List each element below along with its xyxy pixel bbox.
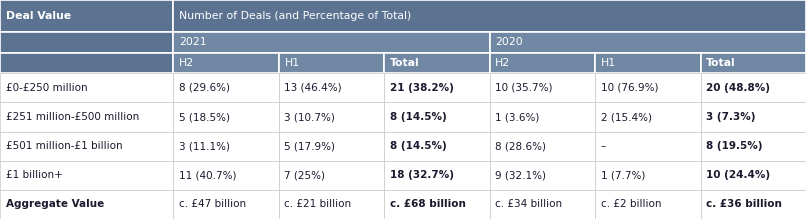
- Text: 1 (7.7%): 1 (7.7%): [600, 170, 645, 180]
- Text: 8 (14.5%): 8 (14.5%): [390, 112, 447, 122]
- Text: Number of Deals (and Percentage of Total): Number of Deals (and Percentage of Total…: [179, 11, 411, 21]
- Bar: [700, 73, 806, 102]
- Text: Total: Total: [706, 58, 736, 68]
- Text: 5 (18.5%): 5 (18.5%): [179, 112, 230, 122]
- Bar: [279, 53, 384, 73]
- Text: 13 (46.4%): 13 (46.4%): [285, 83, 342, 93]
- Bar: [279, 132, 384, 161]
- Bar: [384, 53, 489, 73]
- Text: £501 million-£1 billion: £501 million-£1 billion: [6, 141, 123, 151]
- Text: £251 million-£500 million: £251 million-£500 million: [6, 112, 139, 122]
- Text: H1: H1: [285, 58, 300, 68]
- Text: –: –: [600, 141, 606, 151]
- Text: 9 (32.1%): 9 (32.1%): [495, 170, 546, 180]
- Bar: [700, 161, 806, 190]
- Text: 10 (35.7%): 10 (35.7%): [495, 83, 553, 93]
- Text: H2: H2: [495, 58, 510, 68]
- Text: c. £2 billion: c. £2 billion: [600, 200, 661, 209]
- Text: 2021: 2021: [179, 37, 206, 47]
- Bar: [384, 102, 489, 132]
- Bar: [0, 190, 173, 219]
- Bar: [173, 53, 279, 73]
- Bar: [0, 161, 173, 190]
- Text: 8 (14.5%): 8 (14.5%): [390, 141, 447, 151]
- Text: 10 (24.4%): 10 (24.4%): [706, 170, 771, 180]
- Bar: [173, 0, 806, 32]
- Bar: [173, 73, 279, 102]
- Bar: [595, 73, 700, 102]
- Bar: [279, 73, 384, 102]
- Bar: [173, 132, 279, 161]
- Text: 3 (7.3%): 3 (7.3%): [706, 112, 756, 122]
- Text: 21 (38.2%): 21 (38.2%): [390, 83, 454, 93]
- Bar: [384, 190, 489, 219]
- Bar: [173, 161, 279, 190]
- Bar: [384, 73, 489, 102]
- Text: 7 (25%): 7 (25%): [285, 170, 326, 180]
- Bar: [595, 161, 700, 190]
- Bar: [0, 132, 173, 161]
- Bar: [173, 32, 489, 53]
- Bar: [279, 161, 384, 190]
- Bar: [489, 73, 595, 102]
- Text: H1: H1: [600, 58, 616, 68]
- Text: 20 (48.8%): 20 (48.8%): [706, 83, 771, 93]
- Text: c. £21 billion: c. £21 billion: [285, 200, 351, 209]
- Text: 2020: 2020: [495, 37, 523, 47]
- Text: Total: Total: [390, 58, 419, 68]
- Bar: [0, 102, 173, 132]
- Bar: [489, 132, 595, 161]
- Text: 2 (15.4%): 2 (15.4%): [600, 112, 652, 122]
- Bar: [700, 190, 806, 219]
- Text: 5 (17.9%): 5 (17.9%): [285, 141, 335, 151]
- Bar: [279, 102, 384, 132]
- Bar: [384, 132, 489, 161]
- Text: c. £36 billion: c. £36 billion: [706, 200, 782, 209]
- Text: 18 (32.7%): 18 (32.7%): [390, 170, 454, 180]
- Text: 3 (11.1%): 3 (11.1%): [179, 141, 230, 151]
- Text: £1 billion+: £1 billion+: [6, 170, 62, 180]
- Bar: [700, 102, 806, 132]
- Bar: [595, 190, 700, 219]
- Text: Aggregate Value: Aggregate Value: [6, 200, 104, 209]
- Text: Deal Value: Deal Value: [6, 11, 71, 21]
- Bar: [0, 53, 173, 73]
- Bar: [595, 132, 700, 161]
- Bar: [173, 190, 279, 219]
- Bar: [489, 102, 595, 132]
- Bar: [0, 32, 173, 53]
- Text: 8 (29.6%): 8 (29.6%): [179, 83, 230, 93]
- Text: 10 (76.9%): 10 (76.9%): [600, 83, 659, 93]
- Text: H2: H2: [179, 58, 194, 68]
- Text: 1 (3.6%): 1 (3.6%): [495, 112, 540, 122]
- Bar: [173, 102, 279, 132]
- Text: 11 (40.7%): 11 (40.7%): [179, 170, 236, 180]
- Text: c. £47 billion: c. £47 billion: [179, 200, 246, 209]
- Bar: [700, 132, 806, 161]
- Text: £0-£250 million: £0-£250 million: [6, 83, 87, 93]
- Bar: [279, 190, 384, 219]
- Bar: [489, 32, 806, 53]
- Text: c. £34 billion: c. £34 billion: [495, 200, 563, 209]
- Bar: [595, 53, 700, 73]
- Bar: [384, 161, 489, 190]
- Text: 3 (10.7%): 3 (10.7%): [285, 112, 335, 122]
- Bar: [489, 161, 595, 190]
- Text: c. £68 billion: c. £68 billion: [390, 200, 466, 209]
- Text: 8 (19.5%): 8 (19.5%): [706, 141, 762, 151]
- Text: 8 (28.6%): 8 (28.6%): [495, 141, 546, 151]
- Bar: [0, 0, 173, 32]
- Bar: [489, 190, 595, 219]
- Bar: [595, 102, 700, 132]
- Bar: [489, 53, 595, 73]
- Bar: [700, 53, 806, 73]
- Bar: [0, 73, 173, 102]
